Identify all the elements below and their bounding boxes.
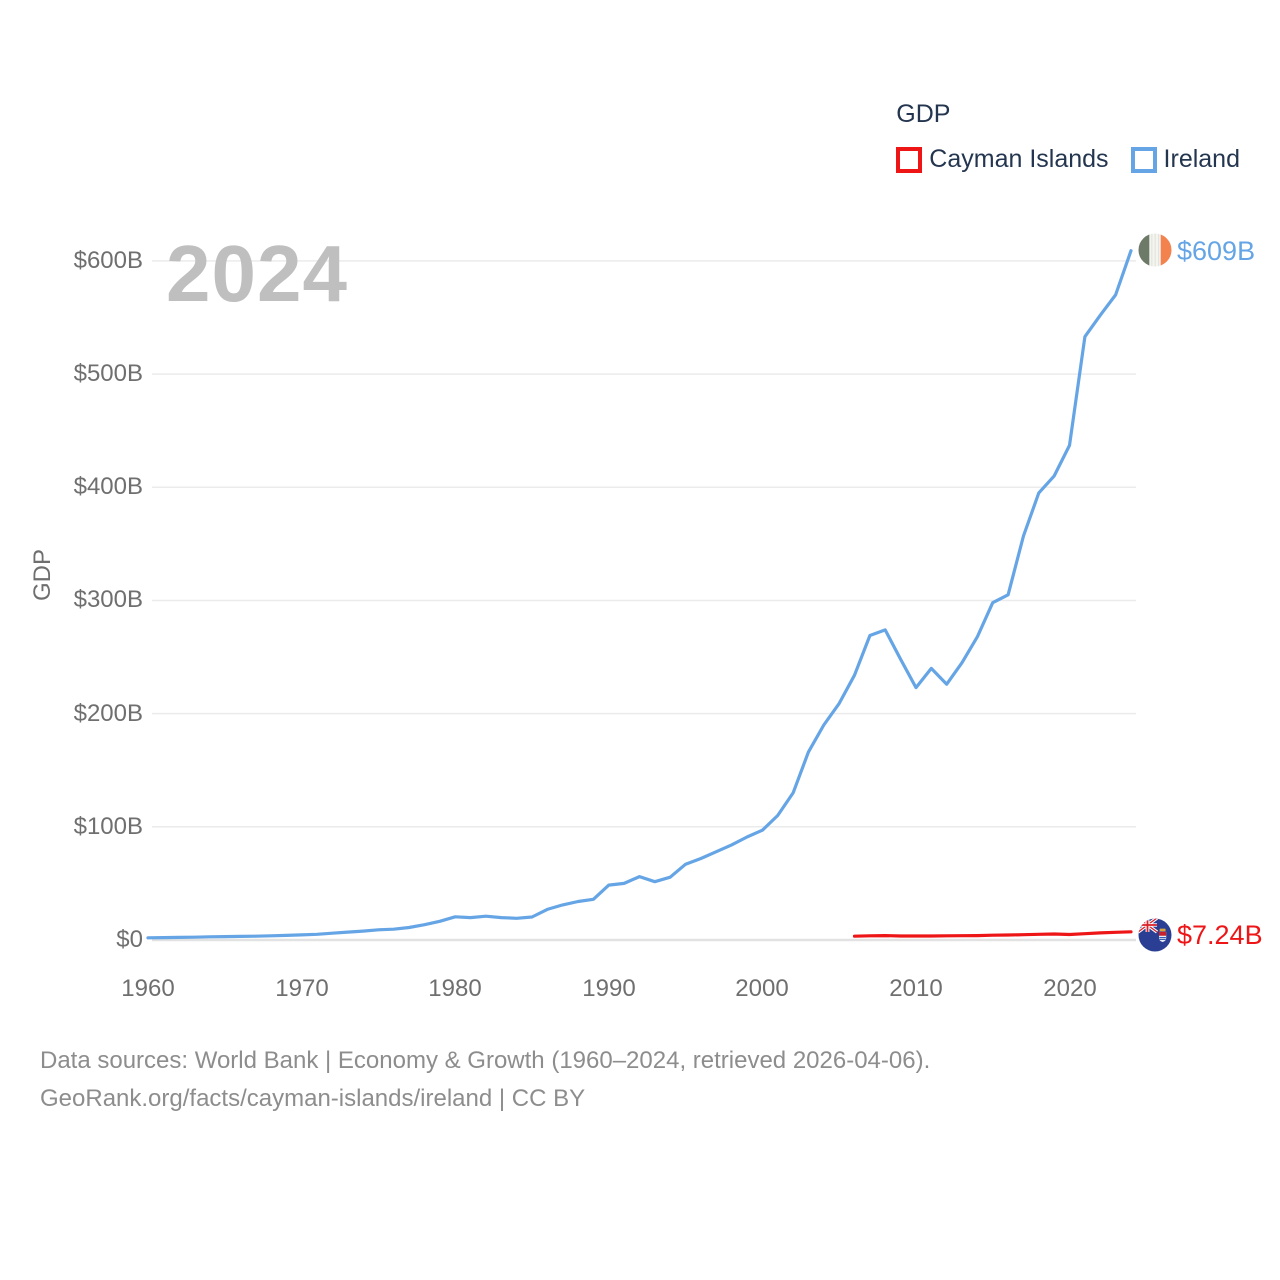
year-watermark: 2024 [166,229,348,318]
ireland-line [146,249,1133,940]
ireland-swatch-icon [1130,146,1157,173]
legend-title: GDP [896,100,951,128]
y-axis-tick-400b: $400B [73,473,143,500]
cayman-islands-flag-icon [1138,918,1172,952]
ireland-value-label: $609B [1177,236,1256,266]
attribution-text: GeoRank.org/facts/cayman-islands/ireland… [40,1085,586,1112]
y-axis-tick-300b: $300B [73,586,143,613]
legend-row: Cayman Islands Ireland [896,145,1240,174]
legend-label-cayman-islands: Cayman Islands [929,145,1109,173]
legend-item-ireland[interactable]: Ireland [1130,145,1240,174]
legend-label-ireland: Ireland [1163,145,1240,173]
cayman-islands-line [852,930,1133,938]
x-axis-tick-1980: 1980 [428,975,482,1002]
x-axis-tick-1970: 1970 [275,975,329,1002]
y-axis-tick-500b: $500B [73,360,143,387]
y-axis-tick-0: $0 [116,926,143,953]
y-axis-tick-600b: $600B [73,247,143,274]
x-axis-tick-2000: 2000 [735,975,789,1002]
x-axis-tick-2010: 2010 [889,975,943,1002]
x-axis-tick-1990: 1990 [582,975,636,1002]
legend: GDP Cayman Islands Ireland [896,100,1240,174]
cayman-islands-swatch-icon [896,146,923,173]
x-axis-tick-1960: 1960 [121,975,175,1002]
cayman-islands-value-label: $7.24B [1177,920,1263,950]
ireland-flag-icon [1138,233,1172,267]
legend-item-cayman-islands[interactable]: Cayman Islands [896,145,1109,174]
y-axis-tick-100b: $100B [73,813,143,840]
data-sources-text: Data sources: World Bank | Economy & Gro… [40,1047,931,1074]
y-axis-tick-200b: $200B [73,700,143,727]
x-axis-tick-2020: 2020 [1043,975,1097,1002]
